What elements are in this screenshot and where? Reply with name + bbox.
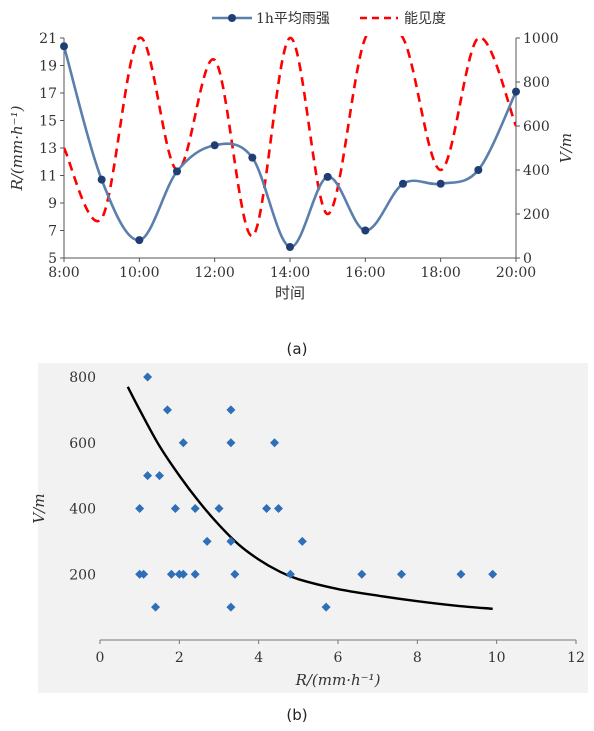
scatter-point — [155, 471, 164, 481]
scatter-point — [190, 504, 200, 513]
scatter-point — [262, 504, 272, 513]
scatter-point — [202, 536, 212, 546]
rain-intensity-point — [399, 179, 407, 188]
scatter-point — [143, 372, 153, 382]
scatter-point — [230, 569, 240, 579]
chart-panel-a: 5 7 9 11 13 15 17 19 21 0 200 400 600 800 1000 8:00 10:0… — [0, 0, 594, 320]
scatter-point — [456, 569, 466, 579]
scatter-point — [190, 569, 200, 579]
scatter-point — [162, 405, 172, 415]
x-tick-label: 8:00 — [48, 265, 79, 281]
right-tick-label: 600 — [523, 119, 550, 135]
rain-visibility-line-chart: 5 7 9 11 13 15 17 19 21 0 200 400 600 800 1000 8:00 10:0… — [8, 11, 575, 302]
scatter-point — [170, 504, 180, 513]
x-tick-label: 2 — [175, 650, 184, 666]
scatter-point — [226, 536, 236, 546]
scatter-point — [143, 471, 153, 481]
y-tick-label: 600 — [69, 436, 96, 452]
left-tick-label: 11 — [39, 169, 57, 185]
left-tick-label: 5 — [48, 251, 57, 267]
chart-panel-b: 0 2 4 6 8 10 12 200 400 600 800 R/(mm·h⁻¹) V/m — [0, 363, 594, 693]
y-tick-label: 800 — [69, 370, 96, 386]
left-tick-label: 9 — [48, 196, 57, 212]
scatter-point — [226, 602, 236, 612]
right-tick-label: 200 — [523, 207, 550, 223]
rain-intensity-point — [323, 172, 332, 181]
rain-intensity-point — [286, 243, 294, 251]
rain-intensity-point — [436, 179, 445, 188]
rain-intensity-line — [62, 45, 518, 249]
scatter-point — [139, 569, 149, 579]
x-axis-title: 时间 — [275, 284, 305, 302]
visibility-line — [64, 36, 516, 238]
x-tick-label: 14:00 — [270, 265, 310, 281]
scatter-point — [488, 569, 498, 579]
x-tick-label: 0 — [96, 650, 105, 666]
scatter-point — [166, 569, 176, 579]
x-tick-label: 10 — [488, 650, 506, 666]
left-tick-label: 15 — [39, 114, 57, 130]
x-tick-label: 12:00 — [194, 265, 234, 281]
right-tick-label: 800 — [523, 75, 550, 91]
scatter-point — [178, 438, 188, 448]
left-tick-label: 7 — [48, 224, 57, 240]
left-axis-title: R/(mm·h⁻¹) — [8, 105, 26, 191]
x-tick-label: 12 — [567, 650, 585, 666]
y-tick-label: 400 — [69, 502, 96, 518]
caption-b: (b) — [286, 706, 308, 724]
left-tick-label: 13 — [39, 141, 57, 157]
x-axis-title: R/(mm·h⁻¹) — [295, 671, 381, 689]
scatter-point — [270, 438, 280, 448]
x-tick-label: 20:00 — [496, 265, 536, 281]
left-tick-label: 21 — [39, 31, 57, 47]
x-tick-label: 10:00 — [119, 265, 159, 281]
x-tick-label: 18:00 — [420, 265, 460, 281]
rain-intensity-point — [248, 153, 257, 162]
right-tick-label: 0 — [523, 251, 532, 267]
rain-intensity-point — [173, 167, 181, 176]
rain-intensity-point — [361, 226, 370, 235]
scatter-point — [135, 504, 145, 513]
x-tick-label: 8 — [413, 650, 422, 666]
rain-intensity-point — [474, 166, 483, 174]
x-tick-label: 6 — [334, 650, 343, 666]
rain-visibility-scatter-chart: 0 2 4 6 8 10 12 200 400 600 800 R/(mm·h⁻¹) V/m — [30, 363, 588, 693]
scatter-point — [214, 504, 224, 513]
plot-background — [38, 363, 588, 693]
scatter-point — [151, 602, 161, 612]
caption-a: (a) — [286, 340, 308, 358]
x-tick-label: 4 — [254, 650, 263, 666]
scatter-point — [396, 569, 406, 579]
scatter-point — [226, 438, 236, 448]
fit-curve — [126, 386, 493, 610]
rain-intensity-point — [97, 175, 106, 184]
y-axis-title: V/m — [30, 493, 48, 523]
left-tick-label: 19 — [39, 59, 57, 75]
legend-rain-label: 1h平均雨强 — [256, 11, 330, 27]
rain-intensity-point — [512, 87, 520, 96]
scatter-point — [357, 569, 367, 579]
right-axis-title: V/m — [557, 133, 575, 163]
y-tick-label: 200 — [69, 567, 96, 583]
right-tick-label: 1000 — [523, 31, 559, 47]
legend-visibility-label: 能见度 — [404, 11, 446, 27]
scatter-point — [178, 569, 188, 579]
scatter-point — [297, 536, 307, 546]
rain-intensity-point — [210, 141, 219, 150]
rain-intensity-point — [135, 236, 144, 245]
legend-rain-marker — [228, 14, 236, 22]
scatter-point — [285, 569, 295, 579]
x-tick-label: 16:00 — [345, 265, 385, 281]
rain-intensity-point — [60, 42, 68, 51]
scatter-point — [321, 602, 331, 612]
right-tick-label: 400 — [523, 163, 550, 179]
left-tick-label: 17 — [39, 86, 57, 102]
scatter-point — [226, 405, 236, 415]
scatter-point — [274, 504, 283, 513]
